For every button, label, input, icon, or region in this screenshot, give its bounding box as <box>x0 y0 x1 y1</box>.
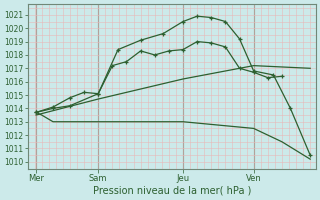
X-axis label: Pression niveau de la mer( hPa ): Pression niveau de la mer( hPa ) <box>92 186 251 196</box>
